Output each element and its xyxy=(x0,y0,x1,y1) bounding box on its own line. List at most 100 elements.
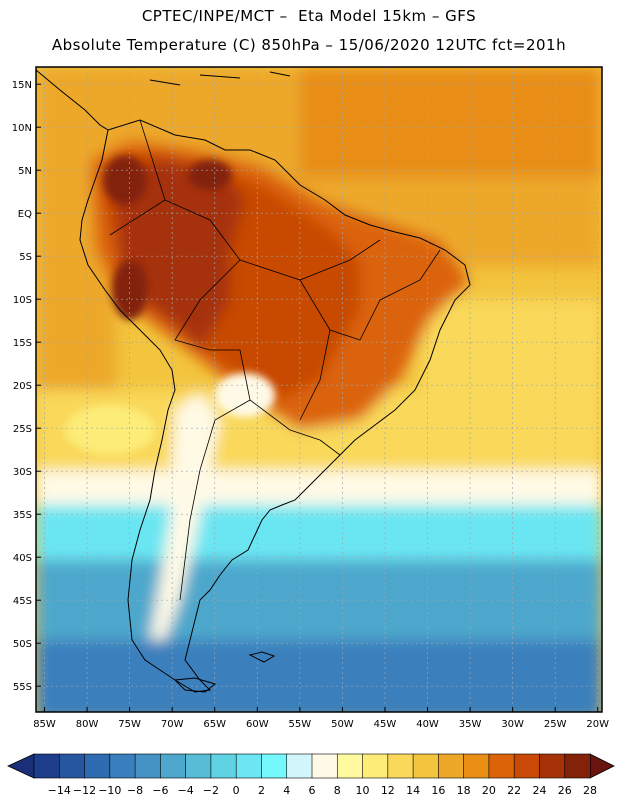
lat-label: EQ xyxy=(18,209,32,220)
colorbar-label: −4 xyxy=(178,784,194,797)
lon-label: 35W xyxy=(459,719,482,730)
colorbar-label: −2 xyxy=(203,784,219,797)
colorbar-label: −8 xyxy=(127,784,143,797)
colorbar-min-triangle xyxy=(7,753,35,779)
lat-label: 40S xyxy=(13,553,32,564)
colorbar-swatch xyxy=(311,753,338,779)
colorbar-label: −6 xyxy=(152,784,168,797)
title-line-1: CPTEC/INPE/MCT – Eta Model 15km – GFS xyxy=(141,7,477,25)
lon-label: 40W xyxy=(416,719,439,730)
colorbar-max-triangle xyxy=(589,753,615,779)
colorbar-swatch xyxy=(84,753,111,779)
colorbar-swatch xyxy=(109,753,136,779)
lon-label: 25W xyxy=(544,719,567,730)
colorbar-label: 26 xyxy=(558,784,572,797)
field-atlantic-orange xyxy=(300,67,602,177)
lon-label: 60W xyxy=(246,719,269,730)
lat-label: 10N xyxy=(12,123,32,134)
lon-label: 30W xyxy=(501,719,524,730)
colorbar-swatch xyxy=(185,753,212,779)
lat-label: 55S xyxy=(13,682,32,693)
colorbar-label: −14 xyxy=(48,784,71,797)
colorbar-swatch xyxy=(564,753,591,779)
temperature-field xyxy=(36,67,602,712)
colorbar-swatch xyxy=(488,753,515,779)
lon-label: 70W xyxy=(161,719,184,730)
colorbar-swatch xyxy=(261,753,288,779)
colorbar-label: 22 xyxy=(507,784,521,797)
lon-label: 20W xyxy=(586,719,609,730)
lon-label: 75W xyxy=(118,719,141,730)
colorbar-swatch xyxy=(412,753,439,779)
central-america xyxy=(36,69,109,131)
field-continent-darkred xyxy=(115,160,245,350)
colorbar-label: 4 xyxy=(283,784,290,797)
lat-label: 10S xyxy=(13,295,32,306)
lat-label: 15S xyxy=(13,338,32,349)
field-hotspot-north xyxy=(188,160,232,190)
colorbar-label: 0 xyxy=(233,784,240,797)
falkland-islands xyxy=(248,651,276,663)
title-line-2: Absolute Temperature (C) 850hPa – 15/06/… xyxy=(51,36,567,54)
lon-label: 80W xyxy=(76,719,99,730)
colorbar-swatch xyxy=(134,753,161,779)
field-atlantic-yellow xyxy=(420,300,602,500)
field-pacific-pale xyxy=(65,405,155,455)
lat-label: 30S xyxy=(13,467,32,478)
south-america-coastline xyxy=(79,119,471,693)
colorbar-label: 10 xyxy=(356,784,370,797)
colorbar-label: 6 xyxy=(309,784,316,797)
colorbar-label: 18 xyxy=(457,784,471,797)
colorbar-label: 8 xyxy=(334,784,341,797)
colorbar-label: 2 xyxy=(258,784,265,797)
lat-label: 15N xyxy=(12,80,32,91)
colorbar-label: 12 xyxy=(381,784,395,797)
field-blue-band xyxy=(36,560,602,650)
map-frame xyxy=(35,66,603,713)
colorbar-swatch xyxy=(513,753,541,779)
colorbar-swatch xyxy=(362,753,389,779)
tierra-del-fuego xyxy=(173,677,217,693)
lat-label: 5N xyxy=(18,166,32,177)
colorbar: −14 −12 −10 −8 −6 −4 −2 0 2 4 6 8 10 12 14 16 18 20 22 24 26… xyxy=(7,753,615,797)
colorbar-swatch xyxy=(336,753,364,779)
colorbar-swatch xyxy=(286,753,313,779)
colorbar-swatch xyxy=(58,753,86,779)
field-deep-blue-band xyxy=(36,640,602,712)
colorbar-swatch xyxy=(539,753,566,779)
field-chaco-cool xyxy=(215,373,275,417)
lat-label: 45S xyxy=(13,596,32,607)
lat-label: 50S xyxy=(13,639,32,650)
colorbar-swatch xyxy=(160,753,187,779)
lon-label: 65W xyxy=(203,719,226,730)
colorbar-swatch xyxy=(463,753,490,779)
colorbar-swatch xyxy=(438,753,465,779)
lon-label: 55W xyxy=(289,719,312,730)
colorbar-swatch xyxy=(210,753,237,779)
lon-label: 45W xyxy=(374,719,397,730)
field-hotspot-peru xyxy=(112,260,148,320)
field-hotspot-west xyxy=(103,155,147,205)
lat-label: 20S xyxy=(13,381,32,392)
colorbar-label: −10 xyxy=(98,784,121,797)
lat-label: 35S xyxy=(13,510,32,521)
caribbean-islands xyxy=(149,71,291,86)
graticule xyxy=(36,67,602,712)
colorbar-label: 14 xyxy=(406,784,420,797)
lat-label: 5S xyxy=(19,252,32,263)
lon-label: 85W xyxy=(33,719,56,730)
colorbar-label: 28 xyxy=(583,784,597,797)
colorbar-label: 20 xyxy=(482,784,496,797)
lon-label: 50W xyxy=(331,719,354,730)
lat-label: 25S xyxy=(13,424,32,435)
longitude-labels: 85W 80W 75W 70W 65W 60W 55W 50W 45W 40W 35W 30W 25W 2… xyxy=(33,707,609,730)
coastlines xyxy=(36,69,471,693)
colorbar-label: −12 xyxy=(73,784,96,797)
latitude-labels: 15N 10N 5N EQ 5S 10S 15S 20S 25S 30S 35S 40S 45S 50S 5… xyxy=(12,80,41,693)
field-andes-cool xyxy=(150,390,220,640)
country-borders xyxy=(109,119,441,601)
colorbar-label: 24 xyxy=(532,784,546,797)
colorbar-swatch xyxy=(33,753,60,779)
colorbar-swatch xyxy=(235,753,263,779)
